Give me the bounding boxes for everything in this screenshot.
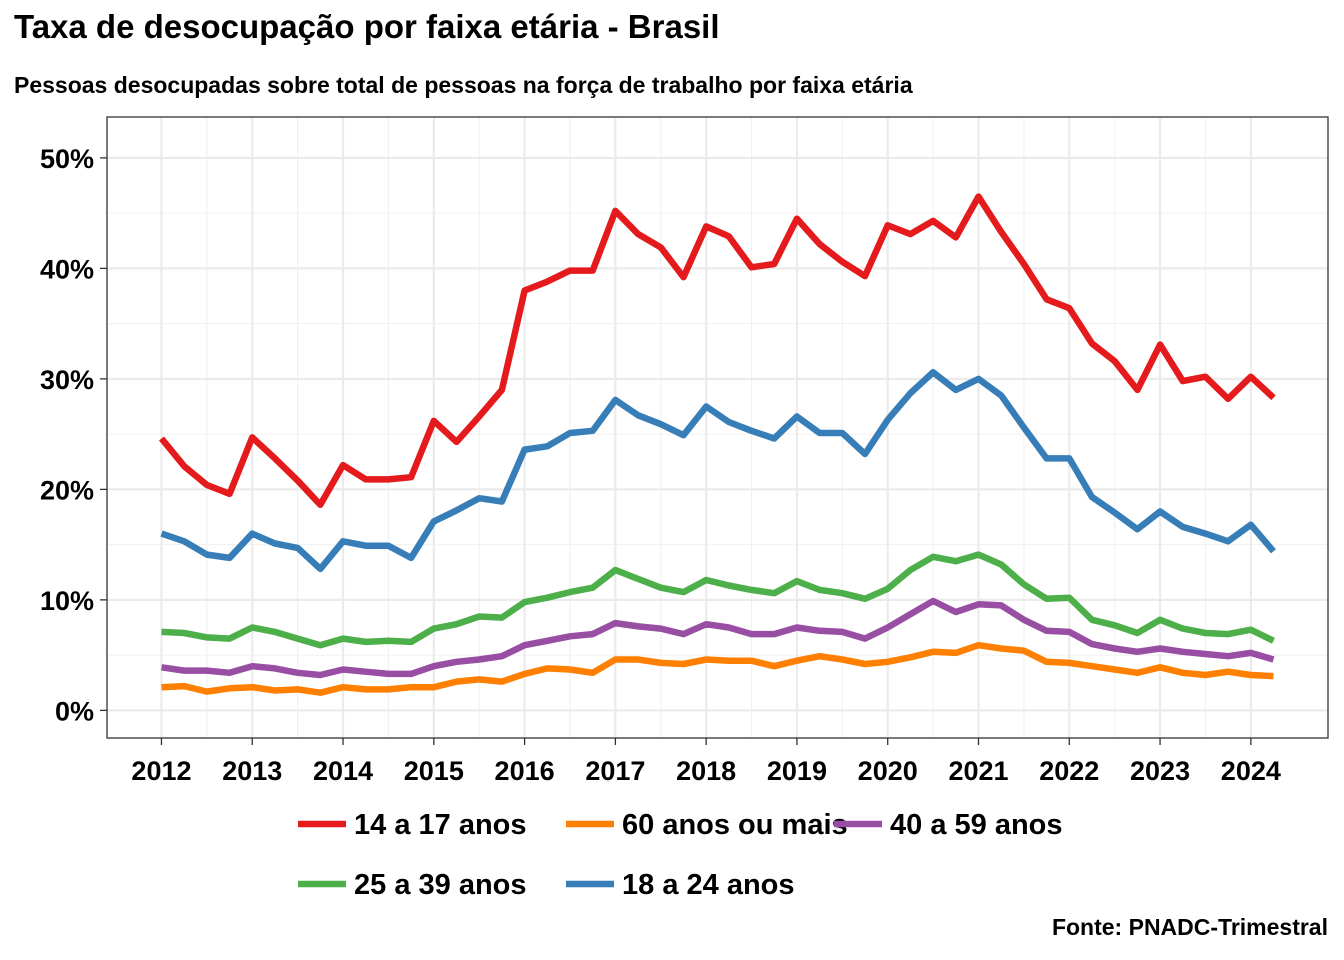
x-tick-label: 2024 — [1221, 756, 1281, 786]
legend-item: 40 a 59 anos — [834, 809, 1063, 841]
x-axis: 2012 2013 2014 2015 2016 2017 2018 2019 2020 2021… — [131, 738, 1281, 786]
x-tick-label: 2017 — [585, 756, 645, 786]
legend-label: 60 anos ou mais — [622, 809, 848, 841]
plot-panel — [107, 117, 1328, 738]
y-tick-label: 40% — [40, 254, 94, 284]
y-tick-label: 50% — [40, 144, 94, 174]
legend-label: 18 a 24 anos — [622, 869, 795, 901]
source-caption: Fonte: PNADC-Trimestral — [1051, 914, 1328, 940]
series-line-60-anos-ou-mais — [161, 641, 1274, 696]
series-lines — [158, 193, 1276, 696]
legend-item: 60 anos ou mais — [566, 809, 848, 841]
legend-item: 25 a 39 anos — [298, 869, 527, 901]
y-tick-label: 20% — [40, 475, 94, 505]
legend-item: 14 a 17 anos — [298, 809, 527, 841]
y-tick-label: 0% — [55, 696, 94, 726]
x-tick-label: 2018 — [676, 756, 736, 786]
x-tick-label: 2013 — [222, 756, 282, 786]
series-line-40-a-59-anos — [161, 597, 1275, 679]
series-line-25-a-39-anos — [161, 551, 1275, 649]
series-line-18-a-24-anos — [160, 369, 1276, 573]
plot-border — [106, 116, 1329, 739]
x-tick-label: 2014 — [313, 756, 373, 786]
x-tick-label: 2023 — [1130, 756, 1190, 786]
legend: 14 a 17 anos 25 a 39 anos 60 anos ou mais 1… — [298, 809, 1063, 901]
x-tick-label: 2022 — [1039, 756, 1099, 786]
x-tick-label: 2012 — [131, 756, 191, 786]
legend-item: 18 a 24 anos — [566, 869, 795, 901]
legend-label: 40 a 59 anos — [890, 809, 1063, 841]
x-tick-label: 2019 — [767, 756, 827, 786]
legend-label: 14 a 17 anos — [354, 809, 527, 841]
x-tick-label: 2021 — [948, 756, 1008, 786]
y-tick-label: 10% — [40, 586, 94, 616]
chart-subtitle: Pessoas desocupadas sobre total de pesso… — [14, 72, 913, 98]
x-tick-label: 2020 — [858, 756, 918, 786]
y-tick-label: 30% — [40, 365, 94, 395]
y-axis: 0% 10% 20% 30% 40% 50% — [40, 144, 107, 726]
legend-label: 25 a 39 anos — [354, 869, 527, 901]
x-tick-label: 2016 — [495, 756, 555, 786]
chart-title: Taxa de desocupação por faixa etária - B… — [14, 8, 720, 45]
series-line-14-a-17-anos — [158, 193, 1276, 509]
x-tick-label: 2015 — [404, 756, 464, 786]
